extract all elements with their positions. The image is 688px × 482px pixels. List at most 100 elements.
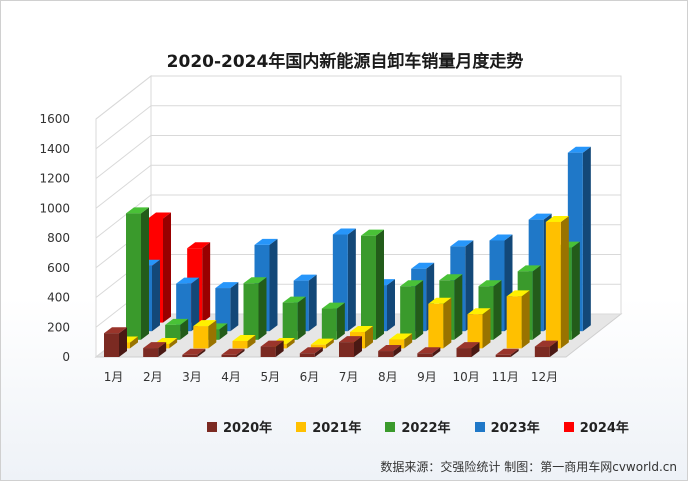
bar-face: [191, 277, 200, 332]
bar-2022年-5月: [282, 296, 306, 340]
bar-face: [560, 215, 569, 349]
bar-face: [332, 228, 356, 235]
y-tick-label: 800: [47, 231, 70, 245]
bar-face: [571, 241, 580, 340]
legend-swatch: [563, 421, 574, 432]
bar-face: [143, 342, 167, 349]
bar-2022年-4月: [243, 277, 267, 340]
gridline: [95, 105, 621, 150]
bar-face: [532, 265, 541, 340]
bar-2023年-3月: [215, 282, 239, 332]
bar-face: [299, 347, 323, 354]
bar-face: [417, 347, 441, 354]
bar-face: [432, 347, 441, 357]
bar-2020年-7月: [339, 336, 362, 357]
x-tick-label: 9月: [417, 370, 437, 384]
bar-face: [236, 348, 245, 357]
bar-face: [400, 286, 416, 340]
bar-face: [467, 314, 483, 349]
bar-face: [428, 303, 444, 349]
x-tick-label: 3月: [182, 370, 202, 384]
bar-face: [282, 302, 298, 340]
y-tick-label: 600: [47, 261, 70, 275]
bar-face: [389, 333, 413, 340]
bar-face: [321, 308, 337, 340]
source-note: 数据来源：交强险统计 制图：第一商用车网cvworld.cn: [380, 460, 677, 474]
x-tick-label: 1月: [104, 370, 124, 384]
legend-item: 2023年: [474, 417, 540, 436]
bar-2020年-8月: [378, 345, 402, 357]
bar-2021年-6月: [310, 338, 334, 349]
bar-face: [528, 213, 552, 220]
y-tick-label: 0: [62, 350, 70, 364]
bar-face: [169, 337, 178, 349]
bar-face: [350, 326, 373, 333]
y-tick-label: 1000: [39, 201, 70, 215]
bar-face: [193, 320, 217, 327]
bar-face: [567, 146, 591, 153]
gridline: [95, 194, 621, 239]
y-tick-label: 1400: [39, 142, 70, 156]
legend: 2020年 2021年 2022年 2023年 2024年: [207, 417, 629, 436]
bar-face: [393, 345, 402, 357]
bar-face: [321, 302, 345, 309]
y-tick-label: 1200: [39, 172, 70, 186]
bar-face: [221, 348, 245, 355]
bar-face: [104, 333, 119, 357]
bar-face: [314, 347, 323, 357]
bar-face: [467, 308, 491, 315]
bar-face: [297, 296, 306, 340]
x-tick-label: 6月: [300, 370, 320, 384]
bar-face: [454, 274, 463, 340]
x-tick-label: 7月: [339, 370, 359, 384]
bar-face: [163, 212, 171, 323]
bar-face: [493, 280, 502, 340]
bar-face: [517, 265, 541, 272]
bar-face: [506, 290, 530, 297]
bar-face: [232, 340, 248, 349]
bar-face: [545, 215, 569, 222]
bar-face: [143, 348, 159, 357]
bar-face: [417, 353, 433, 357]
bar-2020年-3月: [182, 348, 206, 357]
bar-face: [354, 336, 362, 357]
bar-face: [361, 235, 376, 340]
bar-face: [478, 280, 502, 287]
bar-face: [450, 240, 474, 247]
bar-2020年-2月: [143, 342, 167, 357]
bar-2020年-4月: [221, 348, 245, 357]
bar-face: [310, 344, 326, 349]
bar-face: [325, 338, 334, 349]
bar-face: [126, 213, 141, 340]
bar-face: [221, 354, 237, 357]
bar-face: [495, 348, 519, 355]
bar-face: [471, 342, 480, 357]
bar-face: [208, 320, 217, 349]
bar-2021年-12月: [545, 215, 569, 349]
bar-2022年-8月: [400, 280, 424, 340]
bar-2021年-4月: [232, 334, 256, 349]
legend-item: 2020年: [207, 417, 272, 436]
gridline: [95, 135, 621, 179]
bar-face: [126, 207, 149, 214]
bar-face: [286, 337, 295, 349]
x-tick-label: 12月: [531, 370, 558, 384]
bar-face: [232, 334, 256, 341]
legend-swatch: [207, 421, 217, 432]
gridline: [95, 75, 621, 120]
bar-face: [165, 324, 181, 340]
bar-face: [247, 334, 256, 349]
bar-face: [308, 274, 317, 332]
bar-face: [506, 296, 522, 349]
bar-face: [336, 302, 345, 340]
bar-face: [465, 240, 474, 332]
bar-2020年-10月: [456, 342, 480, 357]
legend-swatch: [385, 421, 396, 432]
bar-face: [310, 338, 334, 345]
bar-face: [404, 333, 413, 349]
legend-swatch: [296, 421, 307, 432]
legend-label: 2020年: [223, 421, 273, 436]
bar-face: [534, 340, 558, 347]
legend-swatch: [474, 421, 485, 432]
